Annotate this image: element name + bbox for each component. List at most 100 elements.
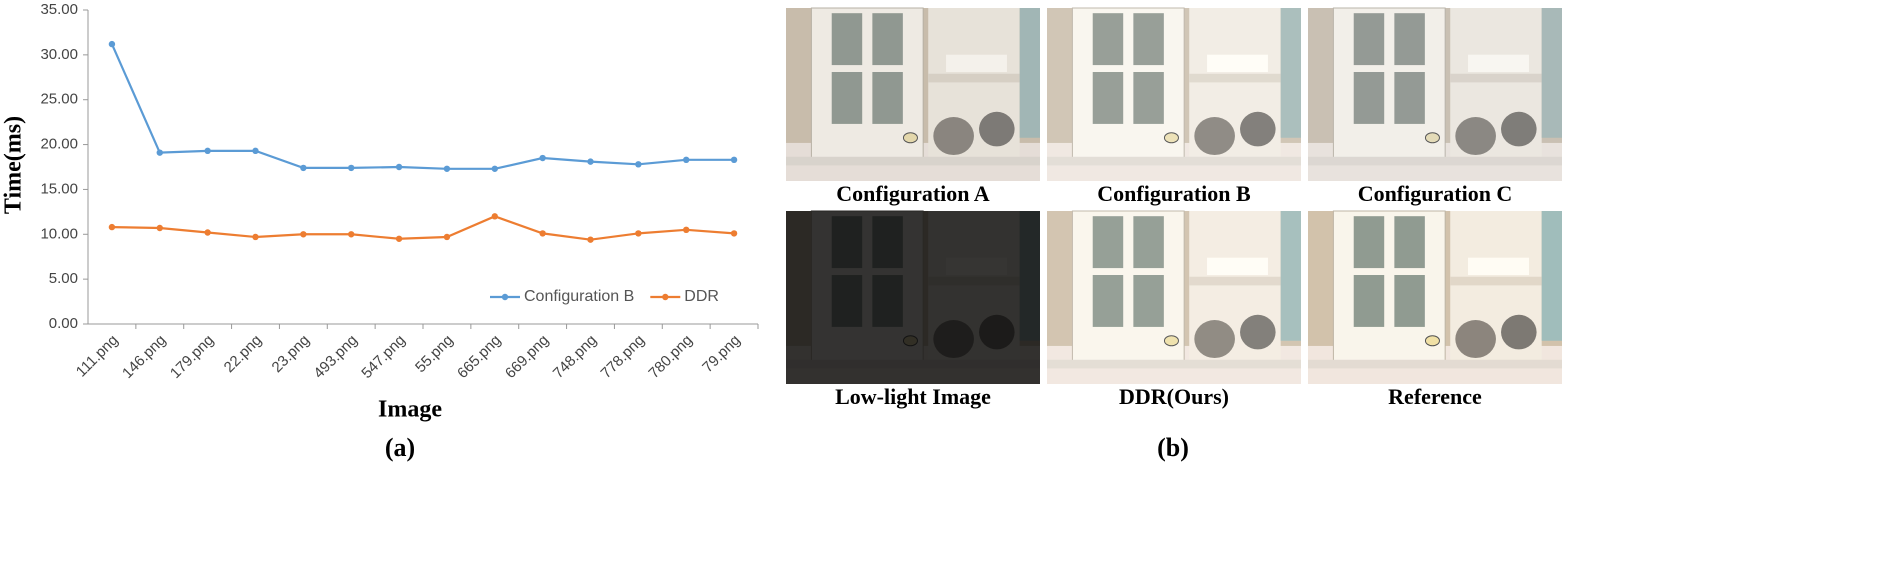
point xyxy=(683,156,690,164)
y-tick-label: 10.00 xyxy=(40,225,78,242)
x-tick-label: 780.png xyxy=(645,332,695,382)
x-tick-label: 55.png xyxy=(412,332,456,376)
pot xyxy=(1455,319,1496,359)
cabinet-door xyxy=(810,210,924,364)
counter-edge xyxy=(786,359,1040,369)
image-caption: Configuration A xyxy=(836,181,990,206)
glass-pane xyxy=(872,275,903,327)
panel-label: (a) xyxy=(385,433,415,462)
point xyxy=(156,149,163,156)
point xyxy=(395,163,403,171)
counter-edge xyxy=(1308,156,1562,166)
x-tick-label: 79.png xyxy=(699,332,743,376)
y-axis-label: Time(ms) xyxy=(1,116,27,214)
legend-label: Configuration B xyxy=(524,288,634,305)
dishes xyxy=(1468,54,1529,73)
dishes xyxy=(1468,257,1529,276)
shelf xyxy=(1450,73,1542,83)
pot xyxy=(1240,111,1276,147)
point xyxy=(635,161,642,168)
x-tick-label: 111.png xyxy=(73,332,122,381)
glass-pane xyxy=(1133,275,1164,327)
point xyxy=(395,235,403,242)
glass-pane xyxy=(1092,72,1124,124)
pot xyxy=(979,111,1015,147)
point xyxy=(252,233,259,241)
dishes xyxy=(1207,54,1268,73)
dishes xyxy=(1207,257,1268,276)
glass-pane xyxy=(1394,13,1425,66)
point xyxy=(730,230,738,237)
point xyxy=(587,158,594,165)
photo xyxy=(786,7,1040,181)
glass-pane xyxy=(1092,275,1124,327)
dishes xyxy=(946,257,1007,276)
point xyxy=(348,231,355,238)
legend-marker xyxy=(662,293,669,301)
point xyxy=(108,223,116,231)
point xyxy=(252,147,259,155)
point xyxy=(300,164,307,172)
glass-pane xyxy=(1394,275,1425,327)
point xyxy=(539,230,546,237)
knob xyxy=(902,132,918,144)
open-door xyxy=(1019,8,1040,138)
point xyxy=(587,236,594,243)
glass-pane xyxy=(1092,216,1124,269)
pot xyxy=(1194,116,1235,156)
point xyxy=(348,164,355,172)
series-line xyxy=(110,43,735,170)
x-axis-label: Image xyxy=(378,397,442,423)
series-line xyxy=(111,215,735,241)
knob xyxy=(1163,335,1179,347)
y-tick-label: 0.00 xyxy=(49,315,78,332)
shelf xyxy=(1189,73,1281,83)
pot xyxy=(933,116,974,156)
x-tick-label: 547.png xyxy=(358,332,408,382)
pot xyxy=(1455,116,1496,156)
dishes xyxy=(946,54,1007,73)
y-tick-label: 15.00 xyxy=(40,180,78,197)
glass-pane xyxy=(1353,13,1385,66)
counter-edge xyxy=(786,156,1040,166)
image-caption: Configuration C xyxy=(1358,181,1513,206)
image-caption: DDR(Ours) xyxy=(1119,384,1229,409)
knob xyxy=(1163,132,1179,144)
glass-pane xyxy=(1353,72,1385,124)
photo xyxy=(1047,210,1301,384)
y-tick-label: 20.00 xyxy=(40,136,78,153)
pot xyxy=(979,314,1015,350)
point xyxy=(539,154,546,162)
legend-marker xyxy=(501,293,509,301)
x-tick-label: 22.png xyxy=(221,332,265,376)
glass-pane xyxy=(1133,216,1164,269)
point xyxy=(491,165,498,172)
counter-edge xyxy=(1047,359,1301,369)
point xyxy=(443,233,451,241)
open-door xyxy=(1280,211,1301,341)
open-door xyxy=(1280,8,1301,138)
photo xyxy=(786,210,1040,384)
point xyxy=(156,224,163,232)
y-tick-label: 35.00 xyxy=(40,1,78,18)
image-caption: Configuration B xyxy=(1097,181,1251,206)
x-tick-label: 669.png xyxy=(502,332,552,382)
glass-pane xyxy=(1353,216,1385,269)
point xyxy=(443,165,451,172)
glass-pane xyxy=(1394,72,1425,124)
x-tick-label: 665.png xyxy=(454,332,504,382)
y-tick-label: 5.00 xyxy=(49,270,78,287)
legend-label: DDR xyxy=(684,288,719,305)
photo xyxy=(1047,7,1301,181)
open-door xyxy=(1541,211,1562,341)
photo xyxy=(1308,210,1562,384)
pot xyxy=(1501,314,1537,350)
x-tick-label: 748.png xyxy=(550,332,600,382)
pot xyxy=(1194,319,1235,359)
glass-pane xyxy=(831,275,863,327)
knob xyxy=(1424,132,1440,144)
point xyxy=(204,147,211,155)
shelf xyxy=(1189,276,1281,286)
pot xyxy=(933,319,974,359)
glass-pane xyxy=(872,216,903,269)
